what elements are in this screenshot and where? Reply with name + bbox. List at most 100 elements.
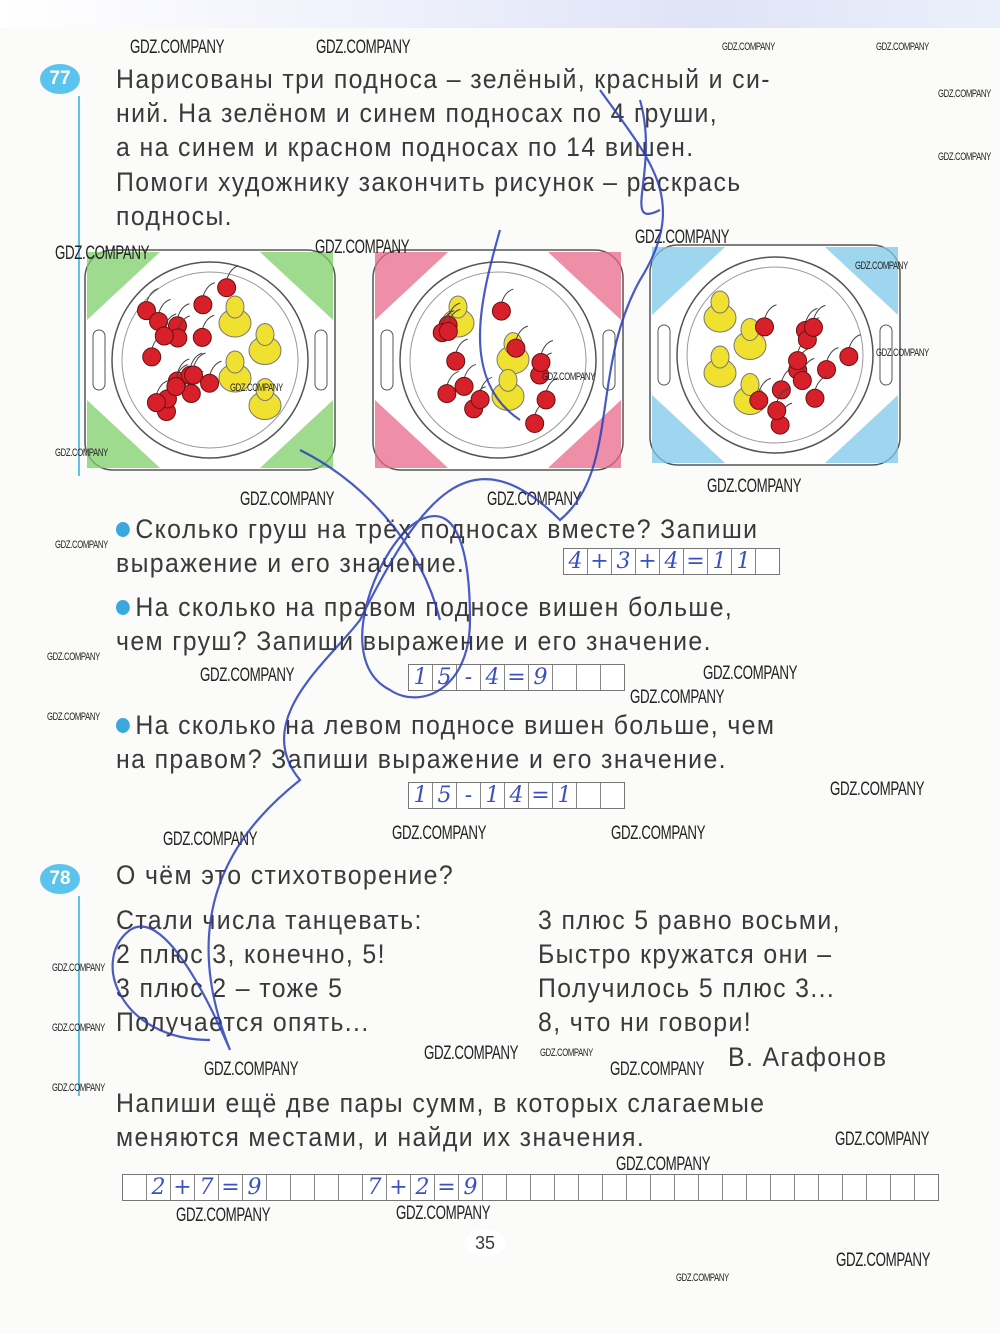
question-line: выражение и его значение.	[116, 548, 466, 578]
pear-icon	[703, 290, 737, 333]
watermark: GDZ.COMPANY	[876, 347, 929, 359]
answer-grid-sums[interactable]: 2 +7 = 9 7 +2 = 9	[122, 1174, 939, 1201]
answer-cell[interactable]: =	[435, 1175, 459, 1200]
bullet-icon	[116, 718, 130, 733]
watermark: GDZ.COMPANY	[316, 37, 411, 58]
answer-grid-2[interactable]: 1 5-4 = 9	[408, 664, 625, 691]
answer-cell[interactable]: +	[588, 549, 612, 574]
answer-cell[interactable]: 3	[612, 549, 636, 574]
answer-cell[interactable]	[747, 1175, 771, 1200]
cherry-icon	[805, 375, 828, 408]
answer-cell[interactable]	[867, 1175, 891, 1200]
answer-cell[interactable]: 2	[411, 1175, 435, 1200]
answer-cell[interactable]: 4	[481, 665, 505, 690]
answer-cell[interactable]	[577, 783, 601, 808]
answer-cell[interactable]: 1	[732, 549, 756, 574]
answer-cell[interactable]	[601, 665, 624, 690]
watermark: GDZ.COMPANY	[52, 1082, 105, 1094]
answer-cell[interactable]	[339, 1175, 363, 1200]
answer-cell[interactable]	[555, 1175, 579, 1200]
answer-cell[interactable]	[291, 1175, 315, 1200]
answer-cell[interactable]	[267, 1175, 291, 1200]
answer-cell[interactable]: 2	[147, 1175, 171, 1200]
answer-cell[interactable]	[507, 1175, 531, 1200]
answer-cell[interactable]	[483, 1175, 507, 1200]
answer-cell[interactable]: +	[636, 549, 660, 574]
answer-cell[interactable]	[577, 665, 601, 690]
watermark: GDZ.COMPANY	[240, 489, 335, 510]
answer-cell[interactable]	[601, 783, 624, 808]
task-number-badge: 78	[40, 864, 80, 894]
answer-cell[interactable]	[603, 1175, 627, 1200]
answer-cell[interactable]	[723, 1175, 747, 1200]
watermark: GDZ.COMPANY	[703, 663, 798, 684]
watermark: GDZ.COMPANY	[424, 1043, 519, 1064]
question-text: На сколько на правом подносе вишен больш…	[135, 592, 734, 622]
cherry-icon	[754, 304, 777, 337]
watermark: GDZ.COMPANY	[47, 711, 100, 723]
answer-cell[interactable]	[531, 1175, 555, 1200]
answer-cell[interactable]: 7	[363, 1175, 387, 1200]
watermark: GDZ.COMPANY	[635, 227, 730, 248]
answer-cell[interactable]: -	[457, 665, 481, 690]
watermark: GDZ.COMPANY	[55, 539, 108, 551]
answer-cell[interactable]: 4	[564, 549, 588, 574]
answer-cell[interactable]: =	[219, 1175, 243, 1200]
watermark: GDZ.COMPANY	[630, 687, 725, 708]
poem-line: Стали числа танцевать:	[116, 905, 423, 935]
watermark: GDZ.COMPANY	[396, 1203, 491, 1224]
answer-cell[interactable]	[756, 549, 779, 574]
answer-cell[interactable]: =	[529, 783, 553, 808]
answer-grid-1[interactable]: 4 +3 +4 = 1 1	[563, 548, 780, 575]
answer-cell[interactable]: 9	[459, 1175, 483, 1200]
answer-cell[interactable]	[915, 1175, 938, 1200]
answer-cell[interactable]: 1	[708, 549, 732, 574]
answer-grid-3[interactable]: 1 5-1 4 = 1	[408, 782, 625, 809]
answer-cell[interactable]: 4	[505, 783, 529, 808]
answer-cell[interactable]: 9	[243, 1175, 267, 1200]
answer-cell[interactable]: 9	[529, 665, 553, 690]
question-line: На сколько на левом подносе вишен больше…	[116, 708, 775, 742]
answer-cell[interactable]	[819, 1175, 843, 1200]
answer-cell[interactable]	[699, 1175, 723, 1200]
question-line: Сколько груш на трёх подносах вместе? За…	[116, 512, 758, 546]
answer-cell[interactable]	[627, 1175, 651, 1200]
answer-cell[interactable]: 5	[433, 783, 457, 808]
pear-icon	[703, 345, 737, 388]
watermark: GDZ.COMPANY	[55, 447, 108, 459]
answer-cell[interactable]	[771, 1175, 795, 1200]
answer-cell[interactable]: 1	[481, 783, 505, 808]
cherry-icon	[767, 388, 789, 421]
answer-cell[interactable]: 5	[433, 665, 457, 690]
watermark: GDZ.COMPANY	[610, 1059, 705, 1080]
answer-cell[interactable]	[651, 1175, 675, 1200]
answer-cell[interactable]: +	[171, 1175, 195, 1200]
watermark: GDZ.COMPANY	[938, 88, 991, 100]
answer-cell[interactable]: 7	[195, 1175, 219, 1200]
answer-cell[interactable]: =	[684, 549, 708, 574]
poem-line: Получается опять...	[116, 1007, 370, 1037]
cherry-icon	[839, 334, 861, 367]
answer-cell[interactable]: 1	[409, 783, 433, 808]
answer-cell[interactable]: +	[387, 1175, 411, 1200]
bullet-icon	[116, 522, 130, 537]
poem-line: 3 плюс 5 равно восьми,	[538, 905, 841, 935]
answer-cell[interactable]	[891, 1175, 915, 1200]
watermark: GDZ.COMPANY	[722, 41, 775, 53]
answer-cell[interactable]	[795, 1175, 819, 1200]
answer-cell[interactable]: 4	[660, 549, 684, 574]
answer-cell[interactable]: -	[457, 783, 481, 808]
task-margin-line	[78, 96, 80, 476]
answer-cell[interactable]: 1	[553, 783, 577, 808]
question-line: на правом? Запиши выражение и его значен…	[116, 744, 727, 774]
answer-cell[interactable]	[553, 665, 577, 690]
answer-cell[interactable]	[843, 1175, 867, 1200]
answer-cell[interactable]	[315, 1175, 339, 1200]
answer-cell[interactable]	[123, 1175, 147, 1200]
answer-cell[interactable]	[579, 1175, 603, 1200]
answer-cell[interactable]: =	[505, 665, 529, 690]
answer-cell[interactable]: 1	[409, 665, 433, 690]
answer-cell[interactable]	[675, 1175, 699, 1200]
watermark: GDZ.COMPANY	[707, 476, 802, 497]
question-line: На сколько на правом подносе вишен больш…	[116, 590, 733, 624]
